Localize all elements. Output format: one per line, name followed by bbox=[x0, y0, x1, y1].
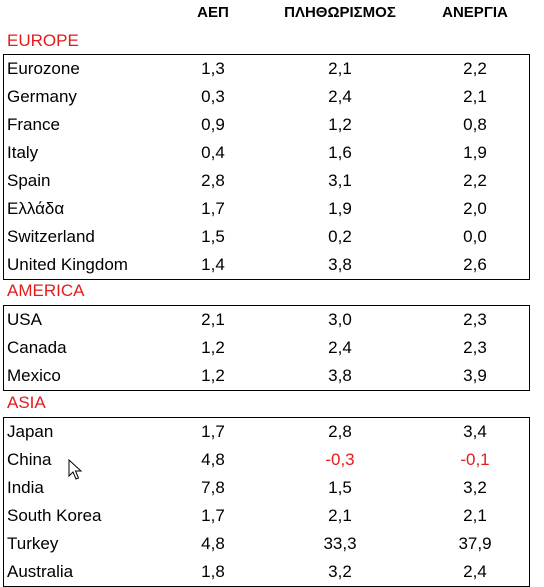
cell-unemployment[interactable]: 3,2 bbox=[463, 478, 487, 497]
country-name[interactable]: India bbox=[7, 478, 44, 497]
country-name[interactable]: Australia bbox=[7, 562, 74, 581]
country-name[interactable]: Switzerland bbox=[7, 227, 95, 246]
cell-inflation[interactable]: 1,5 bbox=[328, 478, 352, 497]
region-label-asia: ASIA bbox=[7, 393, 46, 412]
cell-gdp[interactable]: 1,5 bbox=[201, 227, 225, 246]
country-name[interactable]: Mexico bbox=[7, 366, 61, 385]
cell-gdp[interactable]: 1,4 bbox=[201, 255, 225, 274]
cell-inflation[interactable]: 3,2 bbox=[328, 562, 352, 581]
country-name[interactable]: Canada bbox=[7, 338, 67, 357]
country-name[interactable]: Italy bbox=[7, 143, 39, 162]
table-row[interactable]: Spain 2,8 3,1 2,2 bbox=[0, 167, 544, 195]
cell-unemployment[interactable]: -0,1 bbox=[460, 450, 490, 469]
cell-inflation[interactable]: 1,2 bbox=[328, 115, 352, 134]
cell-inflation[interactable]: 2,4 bbox=[328, 87, 352, 106]
header-unemployment: ΑΝΕΡΓΙΑ bbox=[442, 4, 508, 21]
cell-gdp[interactable]: 2,1 bbox=[201, 310, 225, 329]
cell-unemployment[interactable]: 2,6 bbox=[463, 255, 487, 274]
mouse-cursor-icon bbox=[68, 459, 82, 480]
cell-gdp[interactable]: 2,8 bbox=[201, 171, 225, 190]
cell-gdp[interactable]: 0,3 bbox=[201, 87, 225, 106]
cell-inflation[interactable]: 1,9 bbox=[328, 199, 352, 218]
table-row[interactable]: Eurozone 1,3 2,1 2,2 bbox=[0, 55, 544, 83]
cell-inflation[interactable]: 1,6 bbox=[328, 143, 352, 162]
cell-inflation[interactable]: 3,8 bbox=[328, 366, 352, 385]
country-name[interactable]: Turkey bbox=[7, 534, 59, 553]
cell-unemployment[interactable]: 2,4 bbox=[463, 562, 487, 581]
region-label-america: AMERICA bbox=[7, 281, 85, 300]
country-name[interactable]: Germany bbox=[7, 87, 77, 106]
table-row[interactable]: France 0,9 1,2 0,8 bbox=[0, 111, 544, 139]
cell-inflation[interactable]: 0,2 bbox=[328, 227, 352, 246]
cell-unemployment[interactable]: 2,2 bbox=[463, 171, 487, 190]
table-row[interactable]: Canada 1,2 2,4 2,3 bbox=[0, 334, 544, 362]
cell-gdp[interactable]: 1,7 bbox=[201, 422, 225, 441]
table-row[interactable]: Ελλάδα 1,7 1,9 2,0 bbox=[0, 195, 544, 223]
table-row[interactable]: China 4,8 -0,3 -0,1 bbox=[0, 446, 544, 474]
country-name[interactable]: South Korea bbox=[7, 506, 102, 525]
cell-gdp[interactable]: 4,8 bbox=[201, 450, 225, 469]
cell-gdp[interactable]: 1,2 bbox=[201, 366, 225, 385]
table-row[interactable]: Mexico 1,2 3,8 3,9 bbox=[0, 362, 544, 390]
country-name[interactable]: Spain bbox=[7, 171, 51, 190]
cell-unemployment[interactable]: 3,4 bbox=[463, 422, 487, 441]
table-row[interactable]: India 7,8 1,5 3,2 bbox=[0, 474, 544, 502]
cell-gdp[interactable]: 0,9 bbox=[201, 115, 225, 134]
cell-gdp[interactable]: 1,2 bbox=[201, 338, 225, 357]
cell-inflation[interactable]: 3,0 bbox=[328, 310, 352, 329]
cell-unemployment[interactable]: 2,3 bbox=[463, 338, 487, 357]
cell-unemployment[interactable]: 2,2 bbox=[463, 59, 487, 78]
cell-unemployment[interactable]: 0,8 bbox=[463, 115, 487, 134]
cell-inflation[interactable]: 2,1 bbox=[328, 506, 352, 525]
region-block-europe bbox=[3, 54, 530, 280]
country-name[interactable]: Eurozone bbox=[7, 59, 80, 78]
table-row[interactable]: Turkey 4,8 33,3 37,9 bbox=[0, 530, 544, 558]
cell-gdp[interactable]: 4,8 bbox=[201, 534, 225, 553]
table-row[interactable]: South Korea 1,7 2,1 2,1 bbox=[0, 502, 544, 530]
country-name[interactable]: Japan bbox=[7, 422, 54, 441]
header-gdp: ΑΕΠ bbox=[197, 4, 229, 21]
cell-gdp[interactable]: 0,4 bbox=[201, 143, 225, 162]
cell-unemployment[interactable]: 0,0 bbox=[463, 227, 487, 246]
table-row[interactable]: Switzerland 1,5 0,2 0,0 bbox=[0, 223, 544, 251]
region-label-europe: EUROPE bbox=[7, 31, 79, 50]
cell-unemployment[interactable]: 1,9 bbox=[463, 143, 487, 162]
country-name[interactable]: France bbox=[7, 115, 60, 134]
cell-unemployment[interactable]: 3,9 bbox=[463, 366, 487, 385]
cell-unemployment[interactable]: 37,9 bbox=[458, 534, 492, 553]
country-name[interactable]: China bbox=[7, 450, 52, 469]
table-row[interactable]: Australia 1,8 3,2 2,4 bbox=[0, 558, 544, 586]
header-inflation: ΠΛΗΘΩΡΙΣΜΟΣ bbox=[284, 4, 396, 21]
cell-unemployment[interactable]: 2,3 bbox=[463, 310, 487, 329]
table-row[interactable]: Germany 0,3 2,4 2,1 bbox=[0, 83, 544, 111]
cell-gdp[interactable]: 1,3 bbox=[201, 59, 225, 78]
cell-gdp[interactable]: 1,7 bbox=[201, 199, 225, 218]
cell-gdp[interactable]: 1,8 bbox=[201, 562, 225, 581]
cell-inflation[interactable]: 2,8 bbox=[328, 422, 352, 441]
cell-unemployment[interactable]: 2,1 bbox=[463, 506, 487, 525]
country-name[interactable]: United Kingdom bbox=[7, 255, 128, 274]
cell-gdp[interactable]: 7,8 bbox=[201, 478, 225, 497]
table-row[interactable]: USA 2,1 3,0 2,3 bbox=[0, 306, 544, 334]
country-name[interactable]: Ελλάδα bbox=[7, 199, 65, 218]
country-name[interactable]: USA bbox=[7, 310, 42, 329]
cell-inflation[interactable]: 3,1 bbox=[328, 171, 352, 190]
table-row[interactable]: United Kingdom 1,4 3,8 2,6 bbox=[0, 251, 544, 279]
cell-gdp[interactable]: 1,7 bbox=[201, 506, 225, 525]
cell-unemployment[interactable]: 2,1 bbox=[463, 87, 487, 106]
cell-inflation[interactable]: 2,1 bbox=[328, 59, 352, 78]
table-row[interactable]: Italy 0,4 1,6 1,9 bbox=[0, 139, 544, 167]
cell-inflation[interactable]: 3,8 bbox=[328, 255, 352, 274]
cell-inflation[interactable]: 2,4 bbox=[328, 338, 352, 357]
cell-unemployment[interactable]: 2,0 bbox=[463, 199, 487, 218]
cell-inflation[interactable]: 33,3 bbox=[323, 534, 357, 553]
cell-inflation[interactable]: -0,3 bbox=[325, 450, 355, 469]
region-block-america bbox=[3, 305, 530, 391]
table-row[interactable]: Japan 1,7 2,8 3,4 bbox=[0, 418, 544, 446]
